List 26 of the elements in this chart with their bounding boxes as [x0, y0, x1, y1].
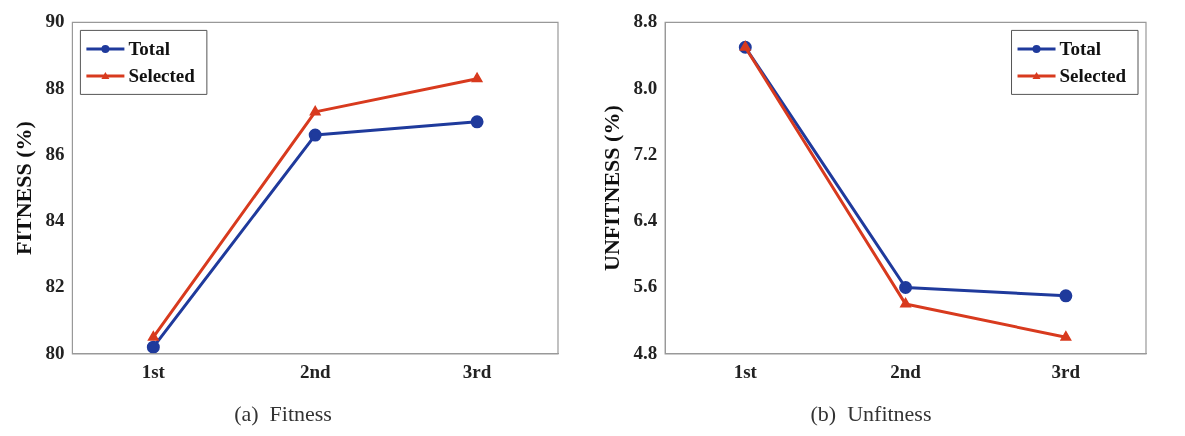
x-tick-label: 2nd — [299, 361, 331, 383]
y-tick-label: 84 — [45, 209, 65, 231]
x-tick-label: 3rd — [1051, 361, 1081, 383]
x-tick-label: 1st — [141, 361, 166, 383]
y-tick-label: 4.8 — [633, 341, 658, 363]
y-tick-label: 80 — [45, 341, 65, 363]
legend-label: Selected — [1059, 64, 1127, 86]
y-tick-label: 88 — [45, 76, 65, 98]
y-tick-label: 8.8 — [633, 10, 658, 32]
y-axis-title: FITNESS (%) — [10, 121, 36, 256]
y-tick-label: 82 — [45, 275, 65, 297]
legend-label: Total — [1059, 37, 1102, 59]
y-tick-label: 6.4 — [633, 209, 658, 231]
text: (a) Fitness — [234, 400, 332, 426]
y-tick-label: 90 — [45, 10, 65, 32]
x-tick-label: 2nd — [890, 361, 922, 383]
text: (b) Unfitness — [810, 400, 932, 426]
legend-label: Selected — [128, 64, 196, 86]
y-tick-label: 7.2 — [633, 142, 658, 164]
legend-label: Total — [128, 37, 170, 59]
y-tick-label: 86 — [45, 142, 65, 164]
y-axis-title: UNFITNESS (%) — [598, 105, 624, 271]
y-tick-label: 8.0 — [633, 76, 658, 98]
x-tick-label: 1st — [733, 361, 758, 383]
x-tick-label: 3rd — [462, 361, 492, 383]
y-tick-label: 5.6 — [633, 275, 658, 297]
